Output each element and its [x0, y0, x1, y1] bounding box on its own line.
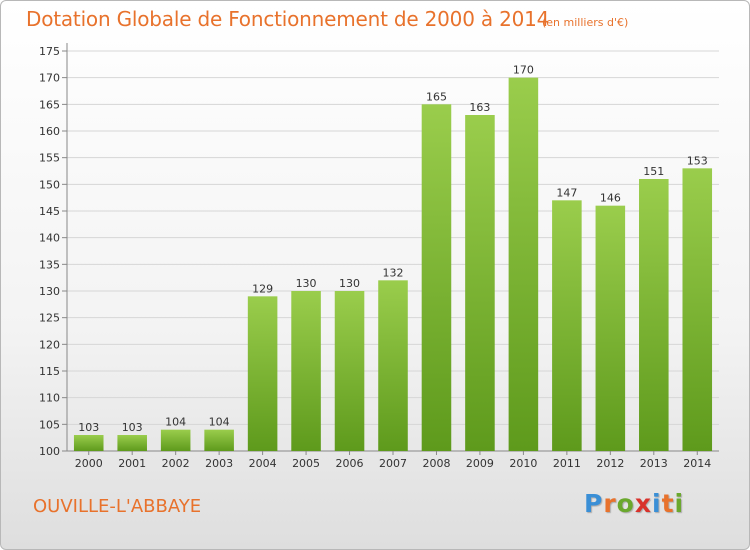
data-label: 103 — [78, 421, 99, 434]
bar-2010 — [508, 77, 539, 452]
data-label: 163 — [469, 101, 490, 114]
x-tick-label: 2002 — [162, 457, 190, 470]
data-label: 147 — [556, 186, 577, 199]
data-label: 130 — [339, 277, 360, 290]
y-tick-label: 170 — [39, 72, 60, 85]
bar-2008 — [421, 104, 452, 451]
x-tick-label: 2001 — [118, 457, 146, 470]
bar-2009 — [465, 115, 495, 451]
proxiti-logo: Proxiti — [584, 489, 684, 518]
x-tick-label: 2004 — [249, 457, 277, 470]
x-tick-label: 2005 — [292, 457, 320, 470]
y-tick-label: 110 — [39, 392, 60, 405]
data-label: 151 — [643, 165, 664, 178]
x-tick-label: 2013 — [640, 457, 668, 470]
bar-2006 — [334, 291, 365, 451]
logo-letter: P — [584, 489, 604, 518]
data-label: 129 — [252, 282, 273, 295]
logo-letter: t — [661, 489, 675, 518]
logo-letter: i — [674, 489, 685, 518]
data-label: 130 — [296, 277, 317, 290]
x-tick-label: 2009 — [466, 457, 494, 470]
y-tick-label: 105 — [39, 418, 60, 431]
bar-2000 — [73, 435, 104, 451]
data-label: 170 — [513, 64, 534, 77]
x-tick-label: 2012 — [596, 457, 624, 470]
x-tick-label: 2008 — [422, 457, 450, 470]
bar-2001 — [117, 435, 147, 451]
data-labels: 103 103 104 104 129 130 130 132 165 163 170 147 146 1… — [78, 64, 708, 434]
bar-2014 — [682, 168, 713, 452]
bar-2007 — [378, 280, 408, 451]
y-tick-label: 165 — [39, 98, 60, 111]
x-tick-label: 2000 — [75, 457, 103, 470]
y-tick-label: 145 — [39, 205, 60, 218]
x-tick-label: 2011 — [553, 457, 581, 470]
y-tick-label: 120 — [39, 338, 60, 351]
data-label: 132 — [383, 266, 404, 279]
logo-letter: i — [652, 489, 662, 518]
bar-2005 — [291, 291, 321, 451]
bar-2012 — [595, 205, 626, 451]
logo-letter: r — [603, 489, 617, 518]
data-label: 104 — [209, 416, 230, 429]
bar-2004 — [247, 296, 278, 451]
bar-2003 — [204, 429, 234, 451]
data-label: 103 — [122, 421, 143, 434]
data-label: 153 — [687, 154, 708, 167]
y-tick-label: 160 — [39, 125, 60, 138]
y-tick-label: 135 — [39, 258, 60, 271]
y-tick-label: 140 — [39, 232, 60, 245]
data-label: 146 — [600, 192, 621, 205]
bar-2011 — [552, 200, 582, 451]
x-tick-label: 2003 — [205, 457, 233, 470]
x-tick-label: 2006 — [336, 457, 364, 470]
logo-letter: x — [634, 489, 652, 518]
y-tick-label: 100 — [39, 445, 60, 458]
unit-note: (en milliers d'€) — [542, 16, 629, 29]
x-axis: 2000 2001 2002 2003 2004 2005 2006 2007 2008 2009… — [75, 451, 711, 470]
bar-2002 — [160, 429, 191, 451]
x-tick-label: 2007 — [379, 457, 407, 470]
chart-title: Dotation Globale de Fonctionnement de 20… — [26, 7, 550, 31]
y-tick-label: 115 — [39, 365, 60, 378]
x-tick-label: 2010 — [509, 457, 537, 470]
y-tick-label: 175 — [39, 45, 60, 58]
data-label: 165 — [426, 90, 447, 103]
bars — [73, 77, 713, 452]
y-tick-label: 130 — [39, 285, 60, 298]
y-tick-label: 125 — [39, 312, 60, 325]
data-label: 104 — [165, 416, 186, 429]
y-tick-label: 155 — [39, 152, 60, 165]
bar-2013 — [639, 179, 669, 451]
commune-name: OUVILLE-L'ABBAYE — [33, 496, 202, 517]
y-tick-label: 150 — [39, 178, 60, 191]
logo-letter: o — [616, 489, 635, 518]
x-tick-label: 2014 — [683, 457, 711, 470]
